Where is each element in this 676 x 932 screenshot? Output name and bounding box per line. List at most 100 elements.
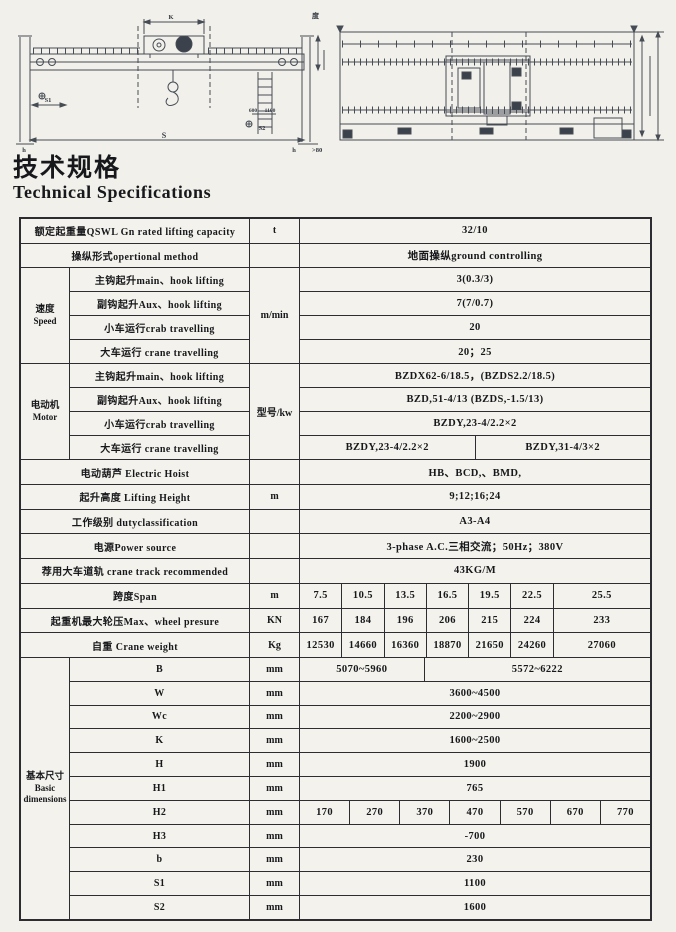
spec-label: 起重机最大轮压Max、wheel presure bbox=[21, 608, 250, 633]
spec-label: S1 bbox=[70, 872, 250, 896]
spec-value: 3(0.3/3) bbox=[456, 274, 494, 286]
spec-value: 地面操纵ground controlling bbox=[407, 251, 543, 263]
spec-label: S2 bbox=[70, 896, 250, 919]
group-label-basic-dimensions: 基本尺寸 Basic dimensions bbox=[21, 657, 70, 919]
spec-label: H1 bbox=[70, 777, 250, 800]
table-row-span: 跨度Span m 7.5 10.5 13.5 16.5 19.5 22.5 25… bbox=[21, 583, 650, 609]
spec-value: 7(7/0.7) bbox=[456, 298, 494, 310]
spec-label: H2 bbox=[70, 800, 250, 824]
spec-label: 副钩起升Aux、hook lifting bbox=[70, 388, 250, 413]
spec-value: 43KG/M bbox=[453, 565, 497, 577]
spec-unit: mm bbox=[250, 705, 300, 729]
page-title-en: Technical Specifications bbox=[13, 182, 212, 203]
spec-value: 3600~4500 bbox=[449, 687, 501, 699]
ladder bbox=[257, 72, 273, 134]
spec-label: B bbox=[70, 657, 250, 681]
spec-unit: t bbox=[250, 219, 300, 243]
spec-value: 470 bbox=[449, 800, 499, 824]
spec-unit: KN bbox=[250, 608, 300, 633]
table-group-basic-dimensions: 基本尺寸 Basic dimensions B mm 5070~5960 557… bbox=[21, 657, 650, 919]
spec-unit: m bbox=[250, 484, 300, 509]
table-row-dim-H2: H2 mm 170 270 370 470 570 670 770 bbox=[70, 800, 650, 825]
spec-value: 370 bbox=[399, 800, 449, 824]
spec-value: 10.5 bbox=[341, 583, 383, 608]
spec-label: 大车运行 crane travelling bbox=[70, 340, 250, 364]
dim-label-corner: 度 bbox=[312, 11, 320, 20]
spec-value: 27060 bbox=[552, 633, 650, 657]
spec-label: 荐用大车道轨 crane track recommended bbox=[21, 559, 250, 583]
spec-value: 196 bbox=[383, 608, 426, 633]
spec-value: 1600~2500 bbox=[449, 735, 501, 747]
spec-value: 570 bbox=[499, 800, 550, 824]
table-row-wheel-pressure: 起重机最大轮压Max、wheel presure KN 167 184 196 … bbox=[21, 608, 650, 634]
spec-value: 16.5 bbox=[425, 583, 468, 608]
trolley-plan bbox=[445, 55, 531, 126]
spec-label: 小车运行crab travelling bbox=[70, 316, 250, 341]
spec-value: HB、BCD,、BMD, bbox=[428, 467, 522, 479]
spec-value: 1900 bbox=[463, 759, 487, 771]
spec-value: BZD,51-4/13 (BZDS,-1.5/13) bbox=[406, 394, 544, 406]
technical-specifications-table: 额定起重量QSWL Gn rated lifting capacity t 32… bbox=[19, 217, 652, 921]
spec-value: A3-A4 bbox=[459, 515, 491, 527]
table-group-speed: 速度 Speed 主钩起升main、hook lifting 副钩起升Aux、h… bbox=[21, 268, 650, 365]
spec-label: 主钩起升main、hook lifting bbox=[70, 268, 250, 293]
dim-label-1100: 1100 bbox=[265, 108, 276, 114]
spec-unit: mm bbox=[250, 896, 300, 919]
spec-value: BZDY,23-4/2.2×2 bbox=[433, 418, 517, 430]
spec-value: 7.5 bbox=[313, 590, 328, 602]
table-row-electric-hoist: 电动葫芦 Electric Hoist HB、BCD,、BMD, bbox=[21, 460, 650, 485]
spec-value: 20；25 bbox=[458, 347, 492, 359]
spec-value: 18870 bbox=[425, 633, 468, 657]
spec-label: 工作级别 dutyclassification bbox=[21, 509, 250, 534]
spec-unit: m/min bbox=[250, 268, 300, 364]
spec-value: 16360 bbox=[383, 633, 426, 657]
spec-value: 224 bbox=[510, 608, 552, 633]
spec-label: W bbox=[70, 681, 250, 705]
spec-unit: mm bbox=[250, 777, 300, 800]
spec-value: BZDY,31-4/3×2 bbox=[474, 436, 651, 460]
spec-value: 24260 bbox=[510, 633, 552, 657]
spec-value: 215 bbox=[468, 608, 510, 633]
left-column bbox=[16, 35, 34, 145]
speed-values: 3(0.3/3) 7(7/0.7) 20 20；25 bbox=[300, 268, 650, 363]
spec-label: 大车运行 crane travelling bbox=[70, 436, 250, 460]
speed-sublabels: 主钩起升main、hook lifting 副钩起升Aux、hook lifti… bbox=[70, 268, 250, 364]
table-row-dim-Wc: Wc mm 2200~2900 bbox=[70, 705, 650, 730]
spec-value: 19.5 bbox=[468, 583, 510, 608]
spec-label: H bbox=[70, 753, 250, 776]
spec-value: 3-phase A.C.三相交流；50Hz；380V bbox=[386, 541, 564, 553]
dim-label-span: S bbox=[162, 131, 167, 140]
dim-label-s2: S2 bbox=[259, 125, 266, 132]
spec-value: 170 bbox=[316, 806, 334, 818]
spec-value: 2200~2900 bbox=[449, 711, 501, 723]
spec-unit: mm bbox=[250, 681, 300, 705]
spec-value: 206 bbox=[425, 608, 468, 633]
spec-value: 184 bbox=[341, 608, 383, 633]
table-row-dim-K: K mm 1600~2500 bbox=[70, 729, 650, 754]
spec-value: 12530 bbox=[306, 639, 335, 651]
table-row-crane-track: 荐用大车道轨 crane track recommended 43KG/M bbox=[21, 559, 650, 584]
spec-value: 670 bbox=[549, 800, 600, 824]
spec-label: 起升高度 Lifting Height bbox=[21, 484, 250, 509]
spec-label: 小车运行crab travelling bbox=[70, 412, 250, 437]
dim-label-s1: S1 bbox=[45, 97, 52, 104]
spec-label: 主钩起升main、hook lifting bbox=[70, 364, 250, 389]
spec-unit: m bbox=[250, 583, 300, 608]
spec-value: BZDY,23-4/2.2×2 bbox=[345, 442, 429, 454]
spec-unit: mm bbox=[250, 872, 300, 896]
spec-label: 操纵形式opertional method bbox=[21, 243, 250, 268]
table-row-dim-B: B mm 5070~5960 5572~6222 bbox=[70, 657, 650, 682]
table-row-dim-b: b mm 230 bbox=[70, 848, 650, 873]
spec-value: 770 bbox=[599, 800, 650, 824]
title-block: 技术规格 Technical Specifications bbox=[13, 155, 212, 203]
spec-unit: mm bbox=[250, 824, 300, 848]
spec-value: 1100 bbox=[463, 878, 487, 890]
table-row-dim-S1: S1 mm 1100 bbox=[70, 872, 650, 897]
spec-label: K bbox=[70, 729, 250, 753]
spec-value: 14660 bbox=[341, 633, 383, 657]
dim-label-gauge: >80 bbox=[312, 147, 322, 154]
spec-value: 167 bbox=[312, 614, 330, 626]
spec-value: 20 bbox=[469, 322, 481, 334]
spec-unit bbox=[250, 559, 300, 583]
spec-label: 电源Power source bbox=[21, 534, 250, 559]
